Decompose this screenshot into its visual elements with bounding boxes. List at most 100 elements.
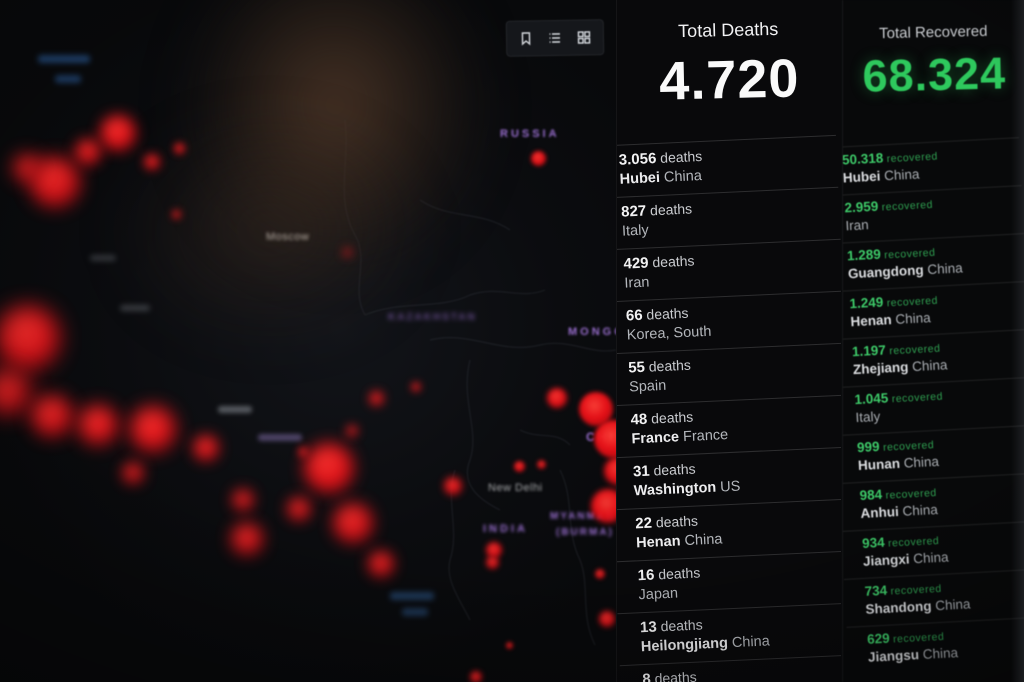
recovered-region: Guangdong — [847, 262, 924, 282]
death-country: Korea, South — [626, 323, 712, 344]
death-country: US — [719, 478, 741, 496]
death-region: Washington — [633, 479, 717, 500]
death-unit-label: deaths — [653, 460, 696, 479]
outbreak-dot — [599, 611, 615, 627]
death-count: 48 — [630, 410, 648, 429]
recovered-count: 1.289 — [846, 246, 882, 264]
outbreak-dot — [173, 142, 185, 154]
death-unit-label: deaths — [648, 356, 692, 375]
outbreak-dot — [342, 247, 352, 257]
death-count: 66 — [625, 306, 643, 325]
outbreak-dot — [595, 569, 605, 579]
deaths-list: 3.056 deaths Hubei China 827 deaths Ital… — [617, 134, 841, 682]
death-unit-label: deaths — [657, 564, 701, 583]
recovered-country: China — [883, 166, 920, 184]
world-map[interactable]: RUSSIA KAZAKHSTAN MONGO CHINA INDIA MYAN… — [0, 0, 618, 682]
outbreak-dot — [231, 523, 263, 555]
outbreak-dot — [75, 139, 101, 165]
outbreak-dot — [470, 671, 482, 682]
recovered-count: 1.249 — [849, 294, 884, 312]
outbreak-dot — [444, 477, 462, 495]
death-country: China — [663, 167, 703, 186]
recovered-country: China — [903, 453, 940, 471]
outbreak-dot — [591, 489, 618, 523]
death-country: Italy — [621, 222, 650, 240]
recovered-country: China — [926, 260, 963, 278]
recovered-total: 68.324 — [861, 47, 1007, 102]
recovered-unit-label: recovered — [882, 439, 935, 454]
outbreak-dot — [171, 209, 181, 219]
recovered-count: 984 — [859, 486, 883, 504]
death-country: China — [731, 633, 771, 652]
recovered-unit-label: recovered — [890, 582, 943, 598]
death-country: China — [684, 531, 723, 550]
outbreak-dot — [144, 154, 160, 170]
outbreak-dot — [298, 447, 308, 457]
recovered-unit-label: recovered — [886, 150, 939, 166]
death-unit-label: deaths — [649, 200, 693, 219]
recovered-country: China — [895, 310, 932, 327]
outbreak-dot — [333, 503, 373, 543]
recovered-region: Jiangxi — [862, 551, 910, 569]
recovered-region: Shandong — [865, 598, 932, 617]
death-count: 31 — [632, 462, 651, 481]
outbreak-dot — [130, 406, 176, 452]
recovered-region: Zhejiang — [852, 359, 909, 378]
recovered-region: Anhui — [860, 504, 900, 521]
outbreak-dot — [78, 405, 118, 445]
recovered-count: 1.045 — [854, 390, 889, 408]
recovered-region: Hunan — [857, 455, 901, 474]
recovered-count: 934 — [861, 534, 885, 551]
recovered-unit-label: recovered — [887, 534, 940, 550]
recovered-count: 734 — [864, 582, 888, 599]
outbreak-dot — [536, 459, 546, 469]
list-view-icon[interactable] — [547, 30, 563, 46]
outbreak-dot — [287, 497, 311, 521]
outbreak-dot — [346, 425, 358, 437]
death-region: Henan — [635, 533, 681, 552]
recovered-country: China — [912, 549, 949, 567]
death-region: Heilongjiang — [640, 635, 729, 656]
outbreak-dot — [368, 551, 394, 577]
death-unit-label: deaths — [655, 512, 699, 531]
bookmark-icon[interactable] — [518, 30, 534, 46]
death-count: 429 — [623, 254, 649, 273]
death-count: 13 — [639, 618, 658, 637]
recovered-count: 1.197 — [851, 342, 887, 360]
recovered-title: Total Recovered — [878, 22, 988, 43]
recovered-unit-label: recovered — [885, 486, 938, 502]
outbreak-dot — [304, 443, 354, 493]
death-country: Spain — [628, 377, 667, 396]
death-count: 55 — [627, 358, 646, 377]
map-toolbar — [505, 19, 605, 57]
outbreak-dot — [122, 462, 144, 484]
recovered-unit-label: recovered — [891, 390, 944, 406]
recovered-country: Italy — [855, 408, 881, 426]
recovered-count: 999 — [856, 438, 880, 456]
outbreak-dot — [368, 390, 384, 406]
recovered-count: 2.959 — [844, 198, 879, 216]
recovered-unit-label: recovered — [892, 630, 945, 646]
outbreak-dot — [594, 420, 618, 458]
outbreak-dot — [0, 369, 31, 415]
outbreak-dot — [31, 395, 73, 437]
death-unit-label: deaths — [654, 668, 697, 682]
outbreak-dot — [100, 115, 136, 151]
death-unit-label: deaths — [650, 408, 694, 427]
death-country: Japan — [638, 585, 679, 604]
recovered-country: China — [911, 357, 948, 375]
recovered-region: Henan — [850, 312, 893, 330]
recovered-country: China — [934, 596, 971, 614]
outbreak-dot — [232, 489, 254, 511]
recovered-unit-label: recovered — [883, 246, 936, 262]
recovered-country: China — [902, 501, 939, 519]
dot-layer — [0, 115, 618, 682]
grid-view-icon[interactable] — [576, 29, 592, 45]
recovered-unit-label: recovered — [886, 294, 939, 310]
death-count: 3.056 — [618, 150, 657, 169]
death-unit-label: deaths — [652, 252, 695, 271]
death-country: Iran — [624, 274, 650, 292]
death-country: France — [682, 427, 729, 446]
recovered-row[interactable]: 629 recovered Jiangsu China — [846, 616, 1024, 675]
